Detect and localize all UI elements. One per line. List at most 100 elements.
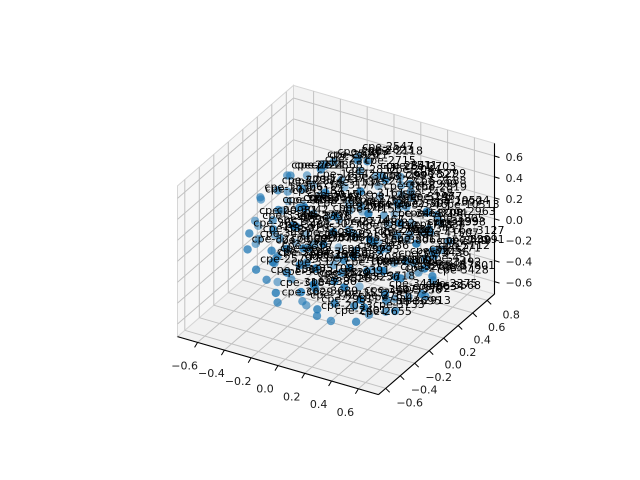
scatter-point bbox=[402, 202, 411, 212]
point-label: cpe-3449 bbox=[440, 234, 492, 247]
point-label: cpe-2664 bbox=[339, 199, 391, 212]
z-grid-line bbox=[293, 97, 495, 157]
point-label: cpe-2963 bbox=[444, 205, 496, 218]
scatter-point bbox=[271, 288, 280, 298]
scatter-point bbox=[437, 245, 447, 255]
point-label: cpe-3063 bbox=[276, 234, 328, 247]
x-tick-mark bbox=[274, 365, 279, 371]
scatter-point bbox=[428, 246, 437, 256]
point-label: cpe-2203 bbox=[338, 145, 390, 158]
y-tick-mark bbox=[399, 375, 405, 381]
point-label: cpe-3158 bbox=[384, 179, 436, 192]
scatter-point bbox=[295, 260, 304, 270]
z-tick-mark bbox=[494, 218, 500, 221]
scatter-point bbox=[409, 258, 418, 267]
scatter-point bbox=[422, 208, 431, 217]
point-label: cpe-3256 bbox=[348, 270, 400, 283]
point-label: cpe-3386 bbox=[305, 275, 357, 288]
scatter-point bbox=[404, 292, 413, 302]
point-label: cpe-1138 bbox=[383, 253, 435, 266]
point-label: cpe-2422 bbox=[365, 174, 417, 187]
scatter-point bbox=[392, 231, 402, 240]
point-label: cpe-2913 bbox=[399, 294, 451, 307]
point-label: cpe-2889 bbox=[282, 193, 334, 206]
x-tick-label: −0.2 bbox=[225, 375, 252, 388]
scatter-point bbox=[405, 230, 414, 239]
scatter-point bbox=[356, 295, 365, 304]
scatter-point bbox=[305, 243, 314, 252]
x-grid-line bbox=[224, 249, 341, 351]
scatter-point bbox=[397, 181, 406, 190]
point-label: cpe-3574 bbox=[398, 246, 450, 259]
scatter-point bbox=[324, 213, 333, 222]
point-label: cpe-2767 bbox=[297, 209, 349, 222]
point-label: cpe-2699 bbox=[431, 196, 483, 209]
x-grid-line bbox=[358, 287, 475, 390]
point-label: cpe-57801 bbox=[436, 259, 495, 272]
point-label: cpe-41507 bbox=[420, 227, 479, 240]
scatter-point bbox=[333, 254, 342, 263]
point-label: cpe-2547 bbox=[362, 140, 414, 153]
point-label: cpe-982 bbox=[338, 248, 383, 261]
x-tick-label: 0.6 bbox=[337, 406, 355, 419]
point-label: cpe-3629 bbox=[282, 286, 334, 299]
point-label: cpe-3078 bbox=[307, 231, 359, 244]
point-label: cpe-1467 bbox=[353, 213, 405, 226]
scatter-point bbox=[374, 181, 383, 191]
scatter-point bbox=[345, 263, 354, 272]
scatter-point bbox=[417, 289, 426, 299]
point-label: cpe-2958 bbox=[434, 215, 486, 228]
point-label: cpe-3315 bbox=[366, 195, 418, 208]
point-label: cpe-2921 bbox=[327, 227, 379, 240]
point-label: cpe-3359 bbox=[263, 222, 315, 235]
y-tick-label: −0.2 bbox=[425, 371, 452, 384]
y-tick-label: 0.8 bbox=[502, 308, 520, 321]
point-label: cpe-2827 bbox=[405, 168, 457, 181]
point-label: cpe-2749 bbox=[436, 234, 488, 247]
point-label: cpe-3825 bbox=[318, 227, 370, 240]
scatter-point bbox=[302, 171, 312, 180]
scatter-point bbox=[245, 229, 254, 238]
scatter-point bbox=[296, 287, 306, 297]
point-label: cpe-3608 bbox=[300, 226, 352, 239]
scatter-point bbox=[256, 193, 265, 202]
z-tick-label: 0.6 bbox=[506, 151, 524, 164]
point-label: cpe-3372 bbox=[291, 256, 343, 269]
y-tick-mark bbox=[385, 387, 391, 393]
point-label: cpe-38291 bbox=[319, 266, 378, 279]
y-tick-label: 0.2 bbox=[459, 346, 477, 359]
point-label: cpe-3177 bbox=[324, 178, 376, 191]
point-label: cpe-20981 bbox=[259, 204, 318, 217]
point-label: cpe-3733 bbox=[373, 298, 425, 311]
z-tick-label: −0.2 bbox=[506, 235, 533, 248]
scatter-point bbox=[273, 277, 282, 287]
scatter-point bbox=[291, 238, 300, 247]
point-label: cpe-2907 bbox=[291, 232, 343, 245]
scatter-point bbox=[405, 271, 414, 280]
point-label: cpe-3234 bbox=[304, 248, 356, 261]
scatter-point bbox=[412, 239, 421, 248]
point-label: cpe-3497 bbox=[260, 227, 312, 240]
point-label: cpe-3689 bbox=[306, 284, 358, 297]
y-tick-mark bbox=[414, 362, 420, 368]
point-label: cpe-1256 bbox=[365, 189, 417, 202]
z-grid-line bbox=[293, 139, 495, 199]
y-axis-line bbox=[378, 293, 495, 396]
scatter-point bbox=[392, 272, 401, 282]
point-label: cpe-3665 bbox=[341, 241, 393, 254]
scatter-point bbox=[299, 244, 308, 253]
point-label: cpe-22406 bbox=[371, 254, 430, 267]
point-label: cpe-3263 bbox=[400, 260, 452, 273]
point-label: cpe-3127 bbox=[453, 224, 505, 237]
z-tick-label: 0.4 bbox=[506, 172, 524, 185]
point-label: cpe-31847 bbox=[280, 276, 339, 289]
scatter-point bbox=[390, 259, 399, 268]
scatter-point bbox=[396, 219, 405, 228]
scatter-point bbox=[356, 201, 365, 210]
point-label: cpe-1342 bbox=[360, 234, 412, 247]
point-label: cpe-2118 bbox=[371, 144, 423, 157]
point-label: cpe-15366 bbox=[264, 180, 323, 193]
scatter-point bbox=[268, 216, 277, 225]
y-tick-label: 0.6 bbox=[488, 321, 506, 334]
scatter-point bbox=[390, 294, 399, 303]
